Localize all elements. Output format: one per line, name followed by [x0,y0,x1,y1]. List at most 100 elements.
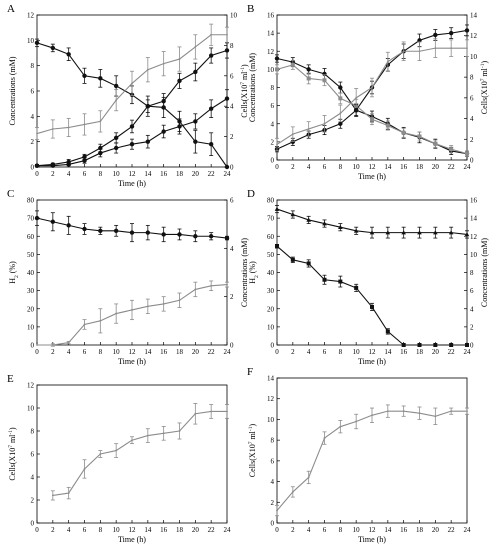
y-tick-label: 8 [31,62,35,70]
x-tick-label: 20 [432,163,440,171]
panel-A: A0 2 4 6 8 10 12 14 16 18 20 22 240246810120246810Ti… [7,3,249,188]
x-tick-label: 12 [369,348,377,356]
data-point [113,228,119,234]
data-point [67,341,70,344]
x-tick-label: 16 [400,163,408,171]
x-tick-label: 8 [99,348,103,356]
data-point [193,139,198,144]
data-point [98,145,103,151]
x-tick-label: 24 [224,526,232,534]
data-point [401,230,406,235]
data-point [99,319,102,322]
panel-letter: F [247,366,253,378]
y-tick-label: 10 [267,323,275,331]
data-point [275,244,279,249]
series-2 [275,59,469,157]
x-tick-label: 14 [384,348,392,356]
data-point [401,130,406,135]
y-tick-label: 2 [271,138,275,146]
x-tick-label: 2 [51,170,55,178]
data-point [145,104,151,109]
data-point [82,226,87,232]
data-point [370,117,374,122]
y-right-tick-label: 14 [470,215,478,223]
y-right-tick-label: 10 [230,12,238,20]
data-point [448,230,454,235]
x-tick-label: 2 [51,526,55,534]
y-right-tick-label: 0 [230,342,234,350]
x-tick-label: 12 [369,526,377,534]
x-tick-label: 20 [432,526,440,534]
y-tick-label: 2 [31,138,35,146]
y-tick-label: 20 [267,305,275,313]
data-point [193,119,198,124]
x-tick-label: 10 [113,526,121,534]
x-tick-label: 18 [416,163,424,171]
y-tick-label: 12 [27,12,35,20]
data-point [113,83,119,89]
data-point [194,46,197,48]
data-point [322,221,327,226]
data-point [224,48,230,53]
y-right-tick-label: 6 [230,197,234,205]
series-line [276,410,467,511]
plot-frame [36,199,228,346]
data-point [466,47,468,50]
x-tick-label: 14 [144,170,152,178]
x-tick-label: 2 [291,163,295,171]
y-right-tick-label: 16 [470,197,478,205]
series-line [52,410,227,496]
x-tick-label: 10 [113,348,121,356]
x-tick-label: 20 [192,526,200,534]
x-tick-label: 12 [129,348,137,356]
data-point [194,288,197,291]
y-tick-label: 0 [31,164,35,172]
x-tick-label: 4 [67,170,71,178]
series-1 [50,402,229,501]
x-tick-label: 14 [384,163,392,171]
y-tick-label: 8 [271,84,275,92]
data-point [34,40,40,46]
y-right-tick-label: 8 [230,42,234,50]
data-point [276,509,278,512]
x-tick-label: 16 [160,170,168,178]
x-tick-label: 8 [339,348,343,356]
data-point [129,142,135,147]
x-tick-label: 12 [129,526,137,534]
data-point [385,329,390,334]
data-point [338,96,343,101]
series-1 [274,205,470,239]
y-tick-label: 4 [271,120,275,128]
data-point [83,468,86,470]
series-3 [34,42,230,168]
data-point [82,154,87,160]
x-tick-label: 4 [67,348,71,356]
x-tick-label: 22 [208,170,216,178]
data-point [448,30,454,36]
data-point [226,410,228,413]
data-point [290,257,295,262]
y-tick-label: 30 [27,287,35,295]
series-line [276,57,468,155]
data-point [51,128,54,130]
x-tick-label: 2 [291,348,295,356]
y-axis-label: Concentrations (mM) [248,53,257,122]
x-tick-label: 14 [384,526,392,534]
x-tick-label: 18 [416,526,424,534]
x-tick-label: 8 [99,526,103,534]
x-tick-label: 14 [144,348,152,356]
y-right-tick-label: 2 [470,136,474,144]
x-tick-label: 20 [192,170,200,178]
x-tick-label: 16 [160,526,168,534]
y-tick-label: 6 [271,457,275,465]
data-point [371,86,373,89]
data-point [178,430,181,432]
y-right-tick-label: 8 [470,269,474,277]
x-tick-label: 22 [448,348,456,356]
x-tick-label: 22 [208,348,216,356]
data-point [224,96,230,101]
x-tick-label: 0 [35,348,39,356]
y-right-tick-label: 0 [230,164,234,172]
y-tick-label: 10 [27,323,35,331]
